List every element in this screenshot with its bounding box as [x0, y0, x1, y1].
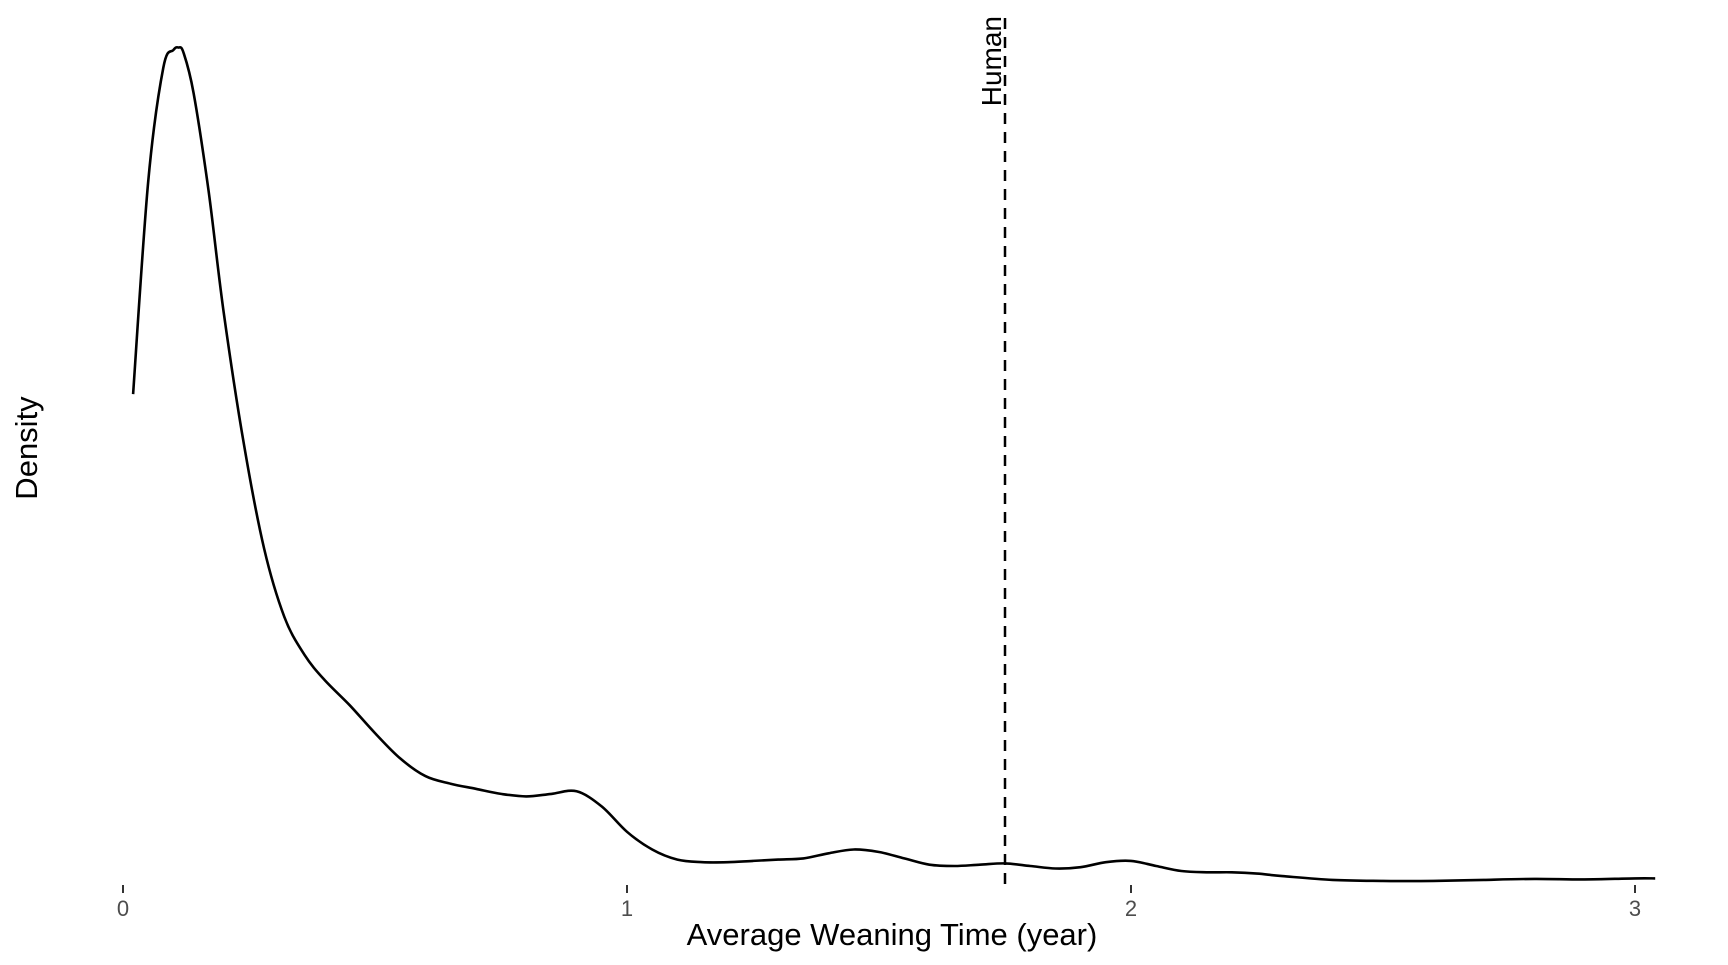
- x-tick-label-0: 0: [117, 896, 129, 921]
- annotation-layer: Human: [976, 16, 1007, 885]
- x-tick-label-3: 3: [1629, 896, 1641, 921]
- x-axis-title: Average Weaning Time (year): [687, 917, 1098, 952]
- x-tick-label-1: 1: [621, 896, 633, 921]
- density-curve-0: [131, 45, 1656, 883]
- x-tick-label-2: 2: [1125, 896, 1137, 921]
- human-reference-label: Human: [976, 16, 1007, 106]
- x-axis-ticks: 0 1 2 3: [117, 885, 1641, 921]
- series-layer: [131, 45, 1656, 883]
- y-axis-title: Density: [9, 396, 44, 500]
